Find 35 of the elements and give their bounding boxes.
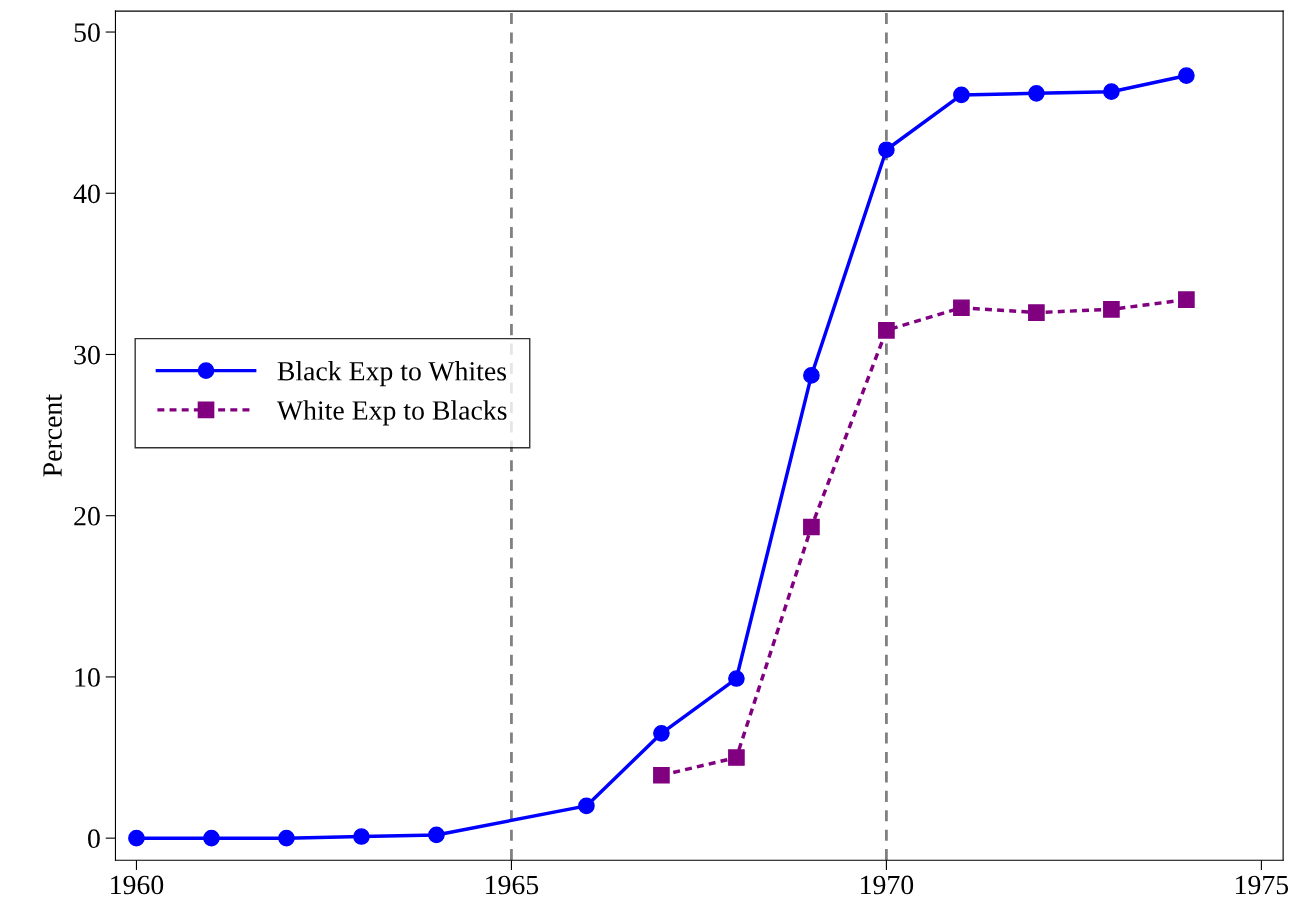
point [803, 518, 820, 536]
y-tick-label: 10 [75, 668, 100, 687]
point [353, 828, 370, 845]
point [428, 826, 445, 844]
point [653, 766, 670, 784]
legend-label: Black Exp to Whites [277, 361, 507, 387]
y-tick-label: 50 [74, 23, 100, 42]
point [953, 86, 970, 104]
y-tick-label: 20 [74, 506, 100, 526]
point [1103, 83, 1120, 101]
point [653, 725, 670, 742]
y-tick-label: 40 [73, 184, 100, 204]
x-tick-label: 1970 [861, 875, 914, 895]
point [128, 829, 145, 847]
point [728, 670, 745, 687]
legend-label: White Exp to Blacks [276, 400, 507, 426]
x-tick-label: 1965 [486, 875, 539, 895]
point [1103, 301, 1120, 318]
point [803, 367, 820, 384]
point [1028, 304, 1045, 321]
point [878, 141, 895, 159]
point [1178, 291, 1195, 308]
point [1178, 67, 1195, 84]
point [203, 829, 220, 847]
point [728, 749, 745, 766]
x-tick-label: 1960 [111, 875, 164, 895]
point [953, 299, 970, 317]
y-axis-title: Percent [43, 394, 62, 477]
point [278, 829, 295, 847]
point [578, 797, 595, 815]
y-tick-label: 0 [88, 829, 100, 849]
point [1028, 84, 1045, 102]
y-tick-label: 30 [74, 345, 100, 365]
x-tick-label: 1975 [1236, 875, 1289, 895]
point [878, 321, 895, 339]
